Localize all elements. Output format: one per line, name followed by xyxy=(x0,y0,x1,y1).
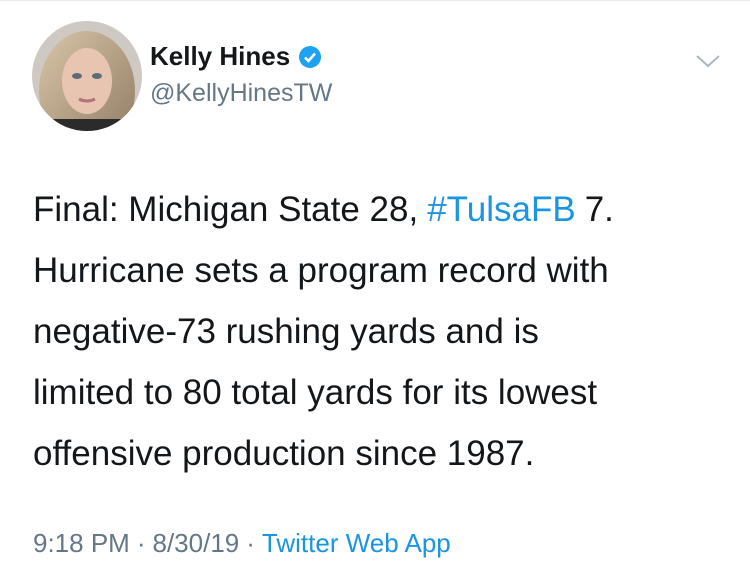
tweet-text: Final: Michigan State 28, #TulsaFB 7. Hurri… xyxy=(33,179,614,484)
text-segment: Final: Michigan State 28, xyxy=(33,190,419,229)
text-line: offensive production since 1987. xyxy=(33,423,614,484)
text-segment: Hurricane sets a program record with xyxy=(33,251,609,290)
author-name-row: Kelly Hines xyxy=(150,41,322,72)
tweet-time[interactable]: 9:18 PM xyxy=(33,528,130,558)
separator: · xyxy=(246,528,255,558)
text-segment: offensive production since 1987. xyxy=(33,434,535,473)
tweet-meta: 9:18 PM · 8/30/19 · Twitter Web App xyxy=(33,528,451,559)
text-line: Final: Michigan State 28, #TulsaFB 7. xyxy=(33,179,614,240)
hashtag[interactable]: #TulsaFB xyxy=(427,190,576,229)
text-line: limited to 80 total yards for its lowest xyxy=(33,362,614,423)
text-line: Hurricane sets a program record with xyxy=(33,240,614,301)
text-line: negative-73 rushing yards and is xyxy=(33,301,614,362)
separator: · xyxy=(136,528,146,558)
text-segment: 7. xyxy=(584,190,614,229)
verified-badge xyxy=(299,45,322,68)
tweet-date[interactable]: 8/30/19 xyxy=(152,528,240,558)
author-name[interactable]: Kelly Hines xyxy=(150,41,291,71)
menu-chevron[interactable] xyxy=(694,51,722,71)
author-handle[interactable]: @KellyHinesTW xyxy=(150,79,333,107)
tweet-source[interactable]: Twitter Web App xyxy=(261,528,451,558)
avatar[interactable] xyxy=(32,21,142,131)
text-segment: limited to 80 total yards for its lowest xyxy=(33,373,598,412)
text-segment: negative-73 rushing yards and is xyxy=(33,312,539,351)
